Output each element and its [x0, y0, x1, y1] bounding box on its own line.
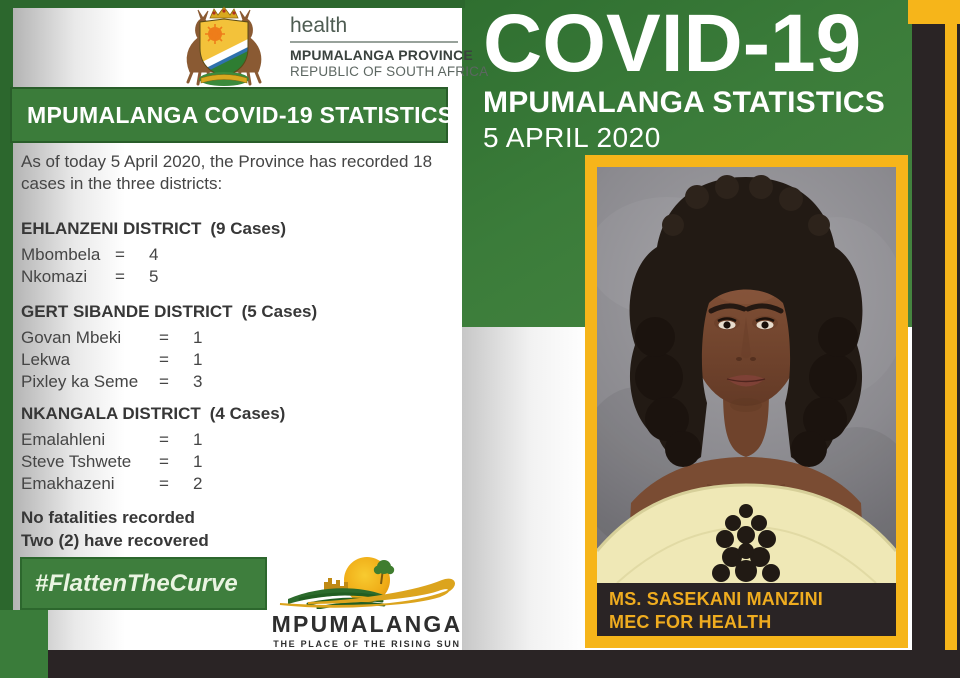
case-row: Govan Mbeki = 1: [21, 327, 451, 349]
case-row: Pixley ka Seme = 3: [21, 371, 451, 393]
header-divider: [290, 41, 458, 43]
district-cases-count: (5 Cases): [241, 302, 318, 321]
recovered-note: Two (2) have recovered: [21, 531, 209, 550]
case-row: Emakhazeni = 2: [21, 473, 451, 495]
area-name: Pixley ka Seme: [21, 372, 139, 391]
case-row: Steve Tshwete = 1: [21, 451, 451, 473]
case-count: 1: [193, 350, 203, 369]
case-row: Nkomazi = 5: [21, 266, 451, 288]
equals-sign: =: [159, 328, 169, 347]
equals-sign: =: [159, 430, 169, 449]
area-name: Nkomazi: [21, 267, 88, 286]
covid-subtitle-text: MPUMALANGA STATISTICS: [483, 86, 885, 119]
equals-sign: =: [159, 372, 169, 391]
case-count: 4: [149, 245, 159, 264]
summary-notes: No fatalities recorded Two (2) have reco…: [21, 506, 209, 552]
district-cases-count: (9 Cases): [210, 219, 286, 238]
province-label: MPUMALANGA PROVINCE: [290, 47, 473, 63]
intro-line-2: cases in the three districts:: [21, 174, 223, 193]
area-name: Mbombela: [21, 245, 101, 264]
equals-sign: =: [159, 452, 169, 471]
district-nkangala: NKANGALA DISTRICT (4 Cases) Emalahleni = …: [21, 404, 451, 495]
stats-title-banner: MPUMALANGA COVID-19 STATISTICS: [10, 87, 453, 143]
intro-line-1: As of today 5 April 2020, the Province h…: [21, 152, 433, 171]
fatalities-note: No fatalities recorded: [21, 508, 195, 527]
district-cases-count: (4 Cases): [209, 404, 286, 423]
department-label: health: [290, 14, 348, 37]
area-name: Emalahleni: [21, 430, 106, 449]
equals-sign: =: [159, 350, 169, 369]
official-photo-frame: MS. SASEKANI MANZINI MEC FOR HEALTH: [585, 155, 908, 648]
top-green-strip: [0, 0, 465, 8]
equals-sign: =: [115, 267, 125, 286]
bottom-left-green-corner: [0, 610, 48, 678]
case-count: 1: [193, 452, 203, 471]
right-black-bar: [912, 0, 945, 678]
case-row: Mbombela = 4: [21, 244, 451, 266]
hashtag-text: #FlattenTheCurve: [35, 569, 238, 597]
province-logo-tagline: THE PLACE OF THE RISING SUN: [273, 639, 461, 649]
province-logo: MPUMALANGA THE PLACE OF THE RISING SUN: [268, 553, 466, 650]
district-name: GERT SIBANDE DISTRICT: [21, 302, 233, 321]
area-name: Lekwa: [21, 350, 71, 369]
province-logo-name: MPUMALANGA: [271, 611, 463, 637]
country-label: REPUBLIC OF SOUTH AFRICA: [290, 64, 489, 79]
covid-header: COVID-19 MPUMALANGA STATISTICS 5 APRIL 2…: [483, 0, 885, 154]
case-row: Emalahleni = 1: [21, 429, 451, 451]
case-count: 1: [193, 328, 203, 347]
official-role: MEC FOR HEALTH: [609, 612, 772, 632]
area-name: Steve Tshwete: [21, 452, 132, 471]
top-right-yellow-corner: [908, 0, 960, 24]
middle-gradient-band: [462, 327, 588, 650]
case-count: 1: [193, 430, 203, 449]
district-ehlanzeni: EHLANZENI DISTRICT (9 Cases) Mbombela = 4…: [21, 219, 451, 288]
official-portrait-photo: [597, 167, 896, 583]
official-name-plate: MS. SASEKANI MANZINI MEC FOR HEALTH: [597, 583, 896, 636]
right-edge-black-sliver: [957, 24, 960, 678]
district-name: EHLANZENI DISTRICT: [21, 219, 202, 238]
bottom-black-bar: [48, 650, 960, 678]
equals-sign: =: [159, 474, 169, 493]
right-yellow-strip: [945, 0, 957, 660]
intro-paragraph: As of today 5 April 2020, the Province h…: [21, 151, 451, 195]
area-name: Govan Mbeki: [21, 328, 122, 347]
area-name: Emakhazeni: [21, 474, 115, 493]
district-gert-sibande: GERT SIBANDE DISTRICT (5 Cases) Govan Mbe…: [21, 302, 451, 393]
coat-of-arms-icon: [168, 6, 280, 93]
official-name: MS. SASEKANI MANZINI: [609, 589, 824, 609]
government-header: health MPUMALANGA PROVINCE REPUBLIC OF S…: [168, 6, 488, 93]
district-name: NKANGALA DISTRICT: [21, 404, 201, 423]
rising-sun-icon: [268, 557, 466, 613]
case-row: Lekwa = 1: [21, 349, 451, 371]
case-count: 3: [193, 372, 203, 391]
covid-title-text: COVID-19: [483, 0, 862, 89]
covid-date-text: 5 APRIL 2020: [483, 122, 661, 153]
left-green-strip: [0, 0, 13, 678]
stats-title: MPUMALANGA COVID-19 STATISTICS: [27, 101, 454, 128]
hashtag-banner: #FlattenTheCurve: [20, 557, 267, 610]
case-count: 5: [149, 267, 159, 286]
case-count: 2: [193, 474, 203, 493]
equals-sign: =: [115, 245, 125, 264]
